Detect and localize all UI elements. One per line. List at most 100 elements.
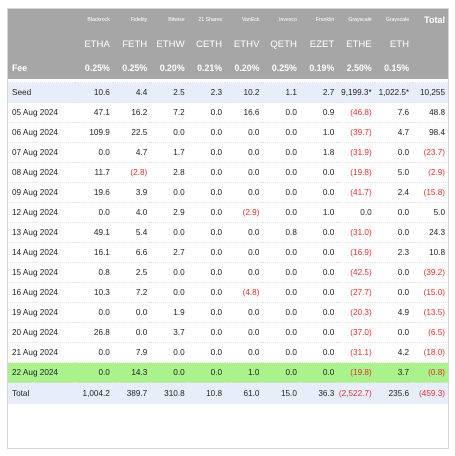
flow-value: 0.0 — [262, 302, 300, 323]
flow-value: 5.4 — [112, 222, 151, 243]
flow-value: 0.0 — [262, 342, 300, 363]
flow-value: 1.8 — [299, 142, 338, 163]
ticker-label-cell — [8, 31, 76, 57]
flow-value: 2.7 — [150, 242, 188, 263]
issuer-header: VanEck — [225, 9, 263, 31]
total-row: Total 1,004.2 389.7 310.8 10.8 61.0 15.0 36.3 (2… — [8, 382, 448, 404]
flow-value: 0.0 — [187, 262, 226, 283]
flow-value: 2.5 — [112, 262, 151, 283]
row-label: 21 Aug 2024 — [8, 342, 76, 363]
flow-value: 2.4 — [374, 182, 413, 203]
fee-value: 0.21% — [187, 57, 226, 79]
ticker-header: ETHV — [225, 31, 263, 57]
flow-value: 3.9 — [112, 182, 151, 203]
flow-value: 0.0 — [262, 182, 300, 203]
flow-value: 0.0 — [187, 242, 226, 263]
flow-value: (20.3) — [337, 302, 375, 323]
flow-value: 4.7 — [374, 122, 413, 143]
fee-value: 0.20% — [225, 57, 263, 79]
table-row: 12 Aug 2024 0.0 4.0 2.9 0.0 (2.9) 0.0 1.0 0.0 0.0… — [8, 202, 448, 223]
row-label: 13 Aug 2024 — [8, 222, 76, 243]
flow-value: 1.9 — [150, 302, 188, 323]
flow-value: 7.2 — [112, 282, 151, 303]
flow-value: 0.0 — [262, 322, 300, 343]
flow-value: 0.0 — [187, 202, 226, 223]
flow-value: 4.2 — [374, 342, 413, 363]
flow-value: 49.1 — [75, 222, 113, 243]
flow-value: 0.0 — [262, 262, 300, 283]
flow-value: 0.0 — [225, 302, 263, 323]
flow-value: 14.3 — [112, 362, 151, 383]
flow-value: (4.8) — [225, 282, 263, 303]
flow-value: 2.9 — [150, 202, 188, 223]
issuer-header: Blackrock — [75, 9, 113, 31]
flow-value: 0.0 — [262, 282, 300, 303]
flow-value: 109.9 — [75, 122, 113, 143]
row-total: 98.4 — [412, 122, 448, 143]
flow-value: 2.8 — [150, 162, 188, 183]
flow-value: 0.0 — [299, 362, 338, 383]
flow-value: 0.0 — [262, 162, 300, 183]
ticker-header: ETHW — [150, 31, 188, 57]
table-row: 21 Aug 2024 0.0 7.9 0.0 0.0 0.0 0.0 0.0 (31.1) 4.… — [8, 342, 448, 363]
flow-value: 310.8 — [150, 382, 188, 404]
issuer-header: Franklin — [299, 9, 338, 31]
row-total: 5.0 — [412, 202, 448, 223]
row-total: (15.8) — [412, 182, 448, 203]
issuer-header: Grayscale — [374, 9, 413, 31]
ticker-header: ETHE — [337, 31, 375, 57]
flow-value: (46.8) — [337, 102, 375, 123]
flow-value: 0.0 — [150, 362, 188, 383]
flow-value: 0.0 — [374, 262, 413, 283]
flow-value: 0.0 — [299, 282, 338, 303]
flow-value: 0.0 — [150, 182, 188, 203]
table-row: 19 Aug 2024 0.0 0.0 1.9 0.0 0.0 0.0 0.0 (20.3) 4.… — [8, 302, 448, 323]
flow-value: 26.8 — [75, 322, 113, 343]
flow-value: 16.2 — [112, 102, 151, 123]
flow-value: 1.0 — [299, 202, 338, 223]
separator-cell — [8, 79, 448, 83]
flow-value: 235.6 — [374, 382, 413, 404]
ticker-total-cell — [412, 31, 448, 57]
flow-value: (16.9) — [337, 242, 375, 263]
flow-value: 0.0 — [187, 142, 226, 163]
ticker-header: CETH — [187, 31, 226, 57]
flow-value: 0.0 — [75, 362, 113, 383]
flow-value: 0.0 — [299, 262, 338, 283]
flow-value: 0.0 — [150, 282, 188, 303]
row-total: (15.0) — [412, 282, 448, 303]
flow-value: 0.0 — [262, 362, 300, 383]
flow-value: (27.7) — [337, 282, 375, 303]
flow-value: 0.0 — [337, 202, 375, 223]
row-label: 14 Aug 2024 — [8, 242, 76, 263]
flow-value: 0.0 — [187, 342, 226, 363]
flow-value: (41.7) — [337, 182, 375, 203]
fee-value: 0.25% — [112, 57, 151, 79]
flow-value: (31.0) — [337, 222, 375, 243]
flow-value: 10.3 — [75, 282, 113, 303]
table-row: 15 Aug 2024 0.8 2.5 0.0 0.0 0.0 0.0 0.0 (42.5) 0.… — [8, 262, 448, 283]
table-row: 08 Aug 2024 11.7 (2.8) 2.8 0.0 0.0 0.0 0.0 (19.8… — [8, 162, 448, 183]
flow-value: 2.3 — [374, 242, 413, 263]
flow-value: 0.0 — [374, 282, 413, 303]
row-label: 08 Aug 2024 — [8, 162, 76, 183]
table-row: 22 Aug 2024 0.0 14.3 0.0 0.0 1.0 0.0 0.0 (19.8) 3… — [8, 362, 448, 383]
flow-value: 0.0 — [150, 262, 188, 283]
fee-header-row: Fee 0.25% 0.25% 0.20% 0.21% 0.20% 0.25% 0.19% 2.… — [8, 57, 448, 79]
flow-value: 19.6 — [75, 182, 113, 203]
flow-value: (31.9) — [337, 142, 375, 163]
flow-value: 0.0 — [75, 302, 113, 323]
flow-value: 0.0 — [187, 282, 226, 303]
flow-value: (37.0) — [337, 322, 375, 343]
row-total: (13.5) — [412, 302, 448, 323]
flow-value: 0.0 — [299, 302, 338, 323]
table-row: 16 Aug 2024 10.3 7.2 0.0 0.0 (4.8) 0.0 0.0 (27.7… — [8, 282, 448, 303]
flow-value: 0.0 — [150, 342, 188, 363]
etf-flows-table: Blackrock Fidelity Bitwise 21 Shares VanEck I… — [8, 9, 448, 404]
flow-value: 0.0 — [225, 222, 263, 243]
flow-value: 0.0 — [225, 342, 263, 363]
flow-value: 2.5 — [150, 82, 188, 103]
flow-value: 1.7 — [150, 142, 188, 163]
flow-value: 0.0 — [262, 122, 300, 143]
flow-value: 0.0 — [150, 222, 188, 243]
